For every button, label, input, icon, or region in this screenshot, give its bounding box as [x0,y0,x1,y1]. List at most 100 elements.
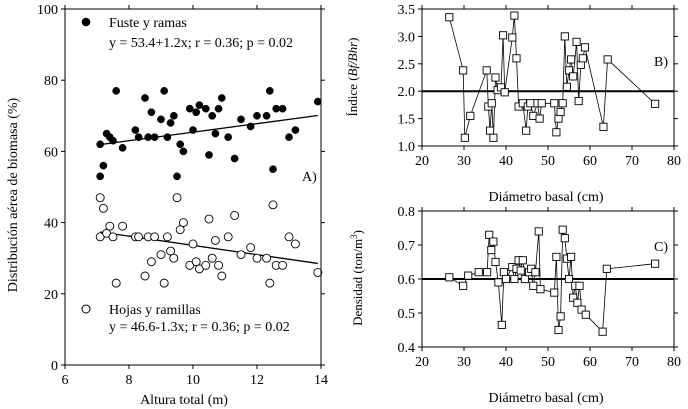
hojas-data-point [150,232,160,242]
fuste-data-point [131,126,140,134]
fuste-data-point [192,108,201,117]
fuste-data-point [96,172,105,181]
y-tick-label: 100 [37,3,58,18]
hojas-data-point [214,260,224,270]
hojas-data-point [268,200,278,210]
y-tick-label: 0.6 [398,273,416,288]
panel-c-data-point [485,230,494,239]
fuste-data-point [217,94,226,102]
fuste-data-point [253,111,261,120]
panel-c-data-point [494,278,503,287]
fuste-data-point [189,126,197,134]
panel-c-data-point [560,234,569,243]
hojas-data-point [252,253,262,263]
panel-b-data-point [576,60,585,69]
hojas-data-point [146,257,156,267]
hojas-data-point [172,193,182,203]
panel-b-data-point [564,66,574,75]
x-tick-label: 10 [186,373,200,388]
fuste-data-point [224,133,233,142]
panel-c-data-point [558,225,567,234]
panel-c-data-point [459,281,468,290]
fuste-data-point [211,129,220,138]
panel-a: 6 8 10 12 14 0 20 40 60 80 100 A) Altura total (m)… [6,3,328,408]
panel-b-data-point [500,88,509,97]
panel-c-data-point [518,256,527,265]
hojas-data-point [236,250,246,260]
fuste-data-point [147,108,156,117]
panel-b-data-point [550,99,559,108]
panel-b-data-point [599,122,608,131]
hojas-data-point [134,232,144,242]
panel-c-data-point [564,274,574,284]
panel-c-data-point [474,268,483,277]
fuste-data-point [230,154,239,163]
panel-b-data-point [460,133,469,142]
hojas-data-point [162,232,172,242]
fuste-data-point [237,115,245,124]
x-tick-label: 50 [541,355,555,370]
panel-c-data-point [483,268,492,277]
y-tick-label: 60 [44,145,58,160]
panel-a-text: A) Altura total (m) Distribución aérea d… [6,16,317,408]
hojas-data-point [207,253,217,263]
panel-c-data-point [552,252,561,261]
panel-a-axes: 6 8 10 12 14 0 20 40 60 80 100 [37,3,328,388]
panel-c-data-point [536,285,545,294]
legend-hojas-y-ramillas: Hojas y ramillas y = 46.6-1.3x; r = 0.36… [81,303,290,335]
x-tick-label: 6 [62,373,69,388]
y-tick-label: 20 [44,288,58,303]
panel-c-x-axis-label: Diámetro basal (cm) [488,391,603,406]
x-tick-label: 50 [541,154,555,169]
x-tick-label: 60 [583,355,597,370]
panel-a-x-axis-label: Altura total (m) [140,393,228,408]
panel-c-data-point [598,327,607,336]
fuste-data-point [118,143,127,152]
fuste-data-point [278,104,287,113]
panel-c-data-point [501,274,511,284]
hojas-data-point [201,260,211,270]
hojas-data-point [175,225,185,235]
fuste-data-point [141,94,149,102]
panel-b-data-point [489,133,498,142]
panel-c-data-point [569,293,578,302]
fuste-data-point [262,111,271,120]
hojas-data-point [191,257,201,267]
panel-b-data-point [526,99,535,108]
hojas-data-point [178,218,188,228]
panel-c-data-point [575,281,584,290]
panel-b-x-axis-label: Diámetro basal (cm) [488,190,603,205]
legend-fuste-y-ramas: Fuste y ramas y = 53.4+1.2x; r = 0.36; p… [81,16,293,51]
legend-hojas-label: Hojas y ramillas [109,303,201,318]
x-tick-label: 70 [625,154,639,169]
panel-b-data-point [562,82,571,91]
panel-c-data-point [581,310,590,319]
panel-c-data-point [602,264,611,273]
panel-c-data-point [531,268,540,277]
panel-c-label: C) [654,240,668,255]
hojas-data-point [108,232,118,242]
fuste-data-point [272,104,281,113]
x-tick-label: 8 [126,373,133,388]
panel-b-data-point [603,55,612,64]
panel-b-y-label-suffix: ) [345,37,360,41]
panel-c-y-label-main: Densidad (ton/m [350,239,365,326]
panel-b-y-label-italic: Bf/Bhr [345,41,360,77]
y-tick-label: 0.5 [398,307,416,322]
fuste-data-point [208,111,217,120]
y-tick-label: 1.0 [398,140,416,155]
panel-b-data-point [556,107,565,117]
panel-b-y-label-prefix: Índice ( [345,76,360,116]
x-tick-label: 20 [415,355,429,370]
y-tick-label: 1.5 [398,113,416,128]
fuste-data-point [166,119,175,127]
panel-c-data-point [534,227,543,236]
panel-b-data-point [522,126,531,135]
y-tick-label: 2.5 [398,58,416,73]
y-tick-label: 80 [44,74,58,89]
hojas-data-point [217,271,227,281]
y-tick-label: 3.5 [398,3,416,18]
x-tick-label: 80 [667,355,681,370]
panel-b-data-point [558,99,567,108]
panel-b-data-point [569,72,578,81]
